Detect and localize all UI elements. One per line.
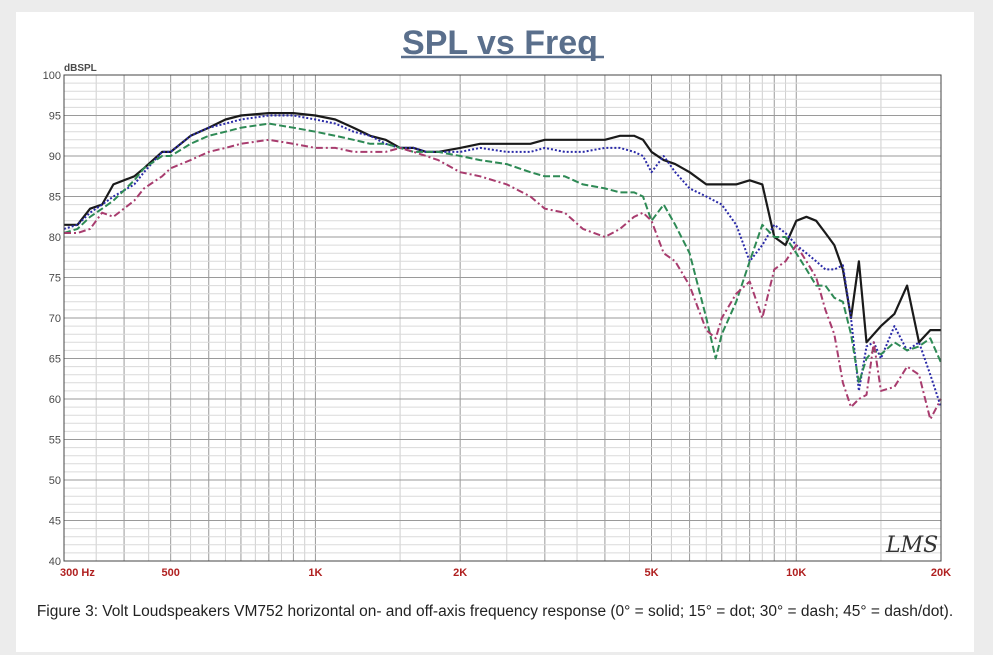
y-tick-label: 80 [49,232,61,244]
figure-card: SPL vs Freq dBSPL 40 45 50 55 60 65 70 75 80 85 90… [16,12,974,652]
y-tick-label: 85 [49,192,61,204]
chart-title: SPL vs Freq [402,24,598,62]
y-tick-label: 65 [49,354,61,366]
x-tick-label: 5K [644,567,658,579]
x-tick-label: 2K [453,567,467,579]
y-tick-label: 70 [49,313,61,325]
y-tick-label: 50 [49,475,61,487]
grid [64,75,941,561]
y-tick-label: 55 [49,435,61,447]
y-tick-label: 60 [49,394,61,406]
x-tick-label: 500 [161,567,179,579]
y-tick-label: 40 [49,556,61,568]
plot-frame [63,74,942,562]
y-tick-label: 90 [49,151,61,163]
x-tick-label: 10K [786,567,806,579]
y-axis-unit-label: dBSPL [64,63,97,74]
x-tick-label: 20K [931,567,951,579]
series-line-2 [63,122,942,384]
y-axis-ticks: 40 45 50 55 60 65 70 75 80 85 90 95 100 [43,70,61,568]
series-group [63,112,942,421]
lms-logo: LMS [885,533,938,558]
y-tick-label: 100 [43,70,61,82]
y-tick-label: 45 [49,516,61,528]
y-tick-label: 75 [49,273,61,285]
spl-chart: SPL vs Freq dBSPL 40 45 50 55 60 65 70 75 80 85 90… [43,24,952,579]
x-axis-ticks: 300 Hz 500 1K 2K 5K 10K 20K [60,567,951,579]
y-tick-label: 95 [49,111,61,123]
x-tick-label: 300 Hz [60,567,95,579]
series-line-3 [64,138,942,421]
figure-caption: Figure 3: Volt Loudspeakers VM752 horizo… [36,603,954,620]
x-tick-label: 1K [308,567,322,579]
